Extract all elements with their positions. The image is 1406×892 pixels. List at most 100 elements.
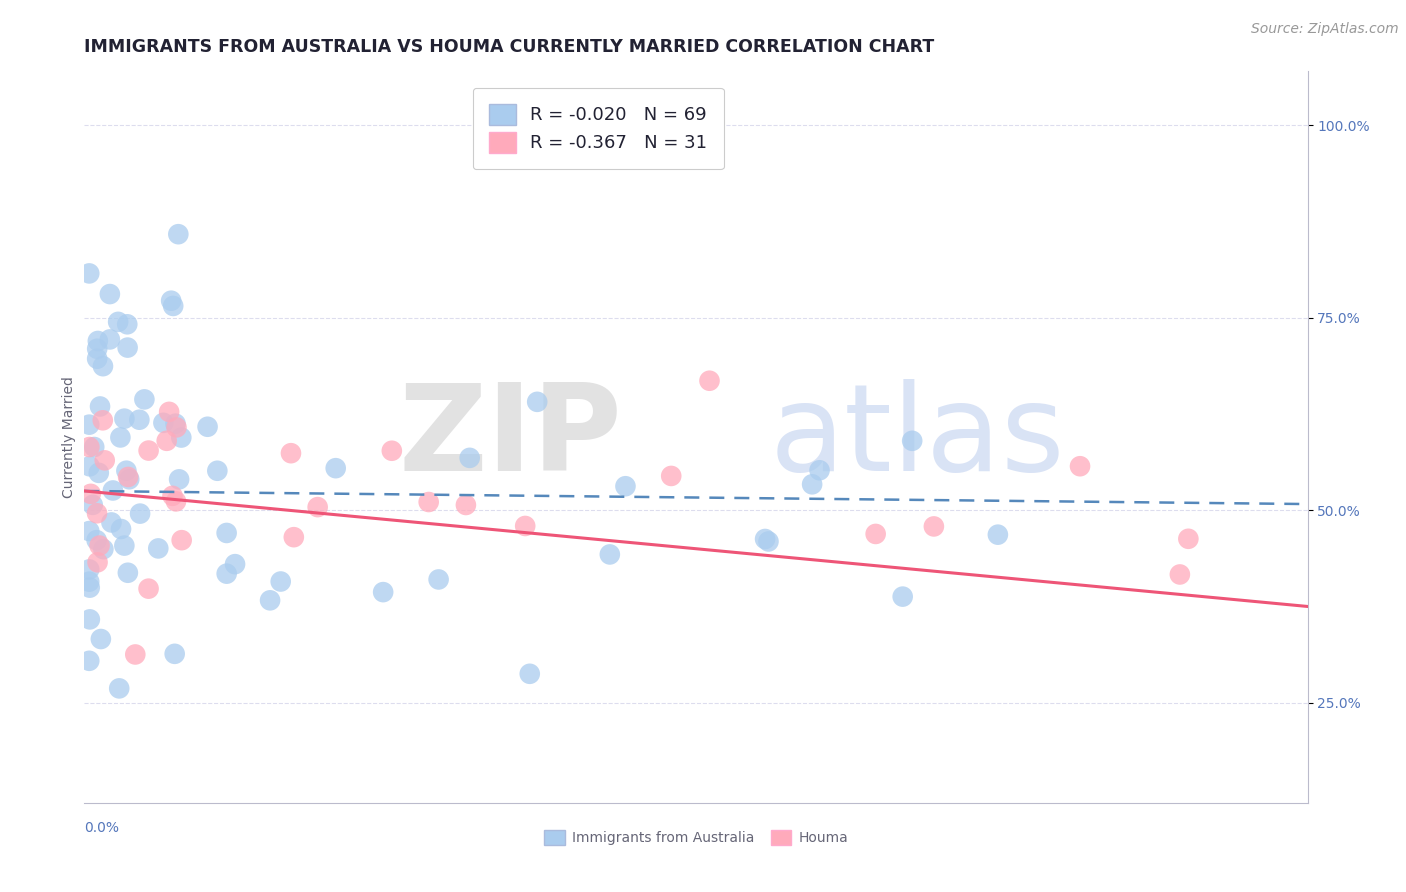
Point [458,450,481,465]
Text: atlas: atlas [769,378,1064,496]
Point [148,541,170,556]
Point [454,498,477,512]
Point [79,612,101,626]
Y-axis label: Currently Married: Currently Married [62,376,76,498]
Point [307,500,329,515]
Point [108,681,131,696]
Point [381,443,404,458]
Point [215,525,238,540]
Point [599,548,621,562]
Point [98,287,121,301]
Point [77,654,100,668]
Point [197,419,219,434]
Text: IMMIGRANTS FROM AUSTRALIA VS HOUMA CURRENTLY MARRIED CORRELATION CHART: IMMIGRANTS FROM AUSTRALIA VS HOUMA CURRE… [84,38,935,56]
Point [128,413,150,427]
Point [117,470,139,484]
Point [112,539,135,553]
Point [115,464,138,478]
Text: 0.0%: 0.0% [84,821,120,835]
Point [134,392,156,407]
Point [160,293,183,308]
Point [101,483,124,498]
Point [77,562,100,576]
Point [82,498,104,512]
Point [325,461,347,475]
Point [865,527,887,541]
Point [891,590,914,604]
Point [90,632,112,646]
Point [270,574,292,589]
Point [259,593,281,607]
Point [86,533,108,548]
Point [87,466,110,480]
Point [83,440,105,454]
Point [1177,532,1199,546]
Point [77,267,100,281]
Point [170,533,193,548]
Point [162,489,184,503]
Point [87,334,110,348]
Legend: Immigrants from Australia, Houma: Immigrants from Australia, Houma [538,825,853,851]
Point [373,585,395,599]
Point [124,648,146,662]
Point [110,430,132,444]
Point [526,394,548,409]
Text: Source: ZipAtlas.com: Source: ZipAtlas.com [1251,22,1399,37]
Point [758,534,780,549]
Point [117,318,139,332]
Point [86,555,108,569]
Point [86,351,108,366]
Text: ZIP: ZIP [399,378,623,496]
Point [167,472,190,486]
Point [129,507,152,521]
Point [77,417,100,432]
Point [224,557,246,571]
Point [157,405,180,419]
Point [89,400,111,414]
Point [79,581,101,595]
Point [1069,459,1091,474]
Point [86,342,108,356]
Point [280,446,302,460]
Point [77,574,100,589]
Point [418,495,440,509]
Point [215,566,238,581]
Point [91,413,114,427]
Point [80,487,103,501]
Point [427,573,450,587]
Point [79,440,101,454]
Point [117,341,139,355]
Point [93,453,115,467]
Point [165,494,187,508]
Point [112,411,135,425]
Point [699,374,721,388]
Point [107,315,129,329]
Point [118,472,141,486]
Point [659,469,682,483]
Point [754,532,776,546]
Point [138,443,160,458]
Point [156,434,179,448]
Point [91,359,114,374]
Point [162,299,184,313]
Point [922,519,945,533]
Point [987,527,1010,541]
Point [93,542,115,557]
Point [79,459,101,474]
Point [165,417,187,431]
Point [614,479,637,493]
Point [86,506,108,520]
Point [138,582,160,596]
Point [100,516,122,530]
Point [901,434,924,448]
Point [170,431,193,445]
Point [152,416,174,430]
Point [515,519,537,533]
Point [77,524,100,538]
Point [207,464,229,478]
Point [1168,567,1191,582]
Point [801,477,824,491]
Point [110,522,132,536]
Point [89,539,111,553]
Point [167,227,190,242]
